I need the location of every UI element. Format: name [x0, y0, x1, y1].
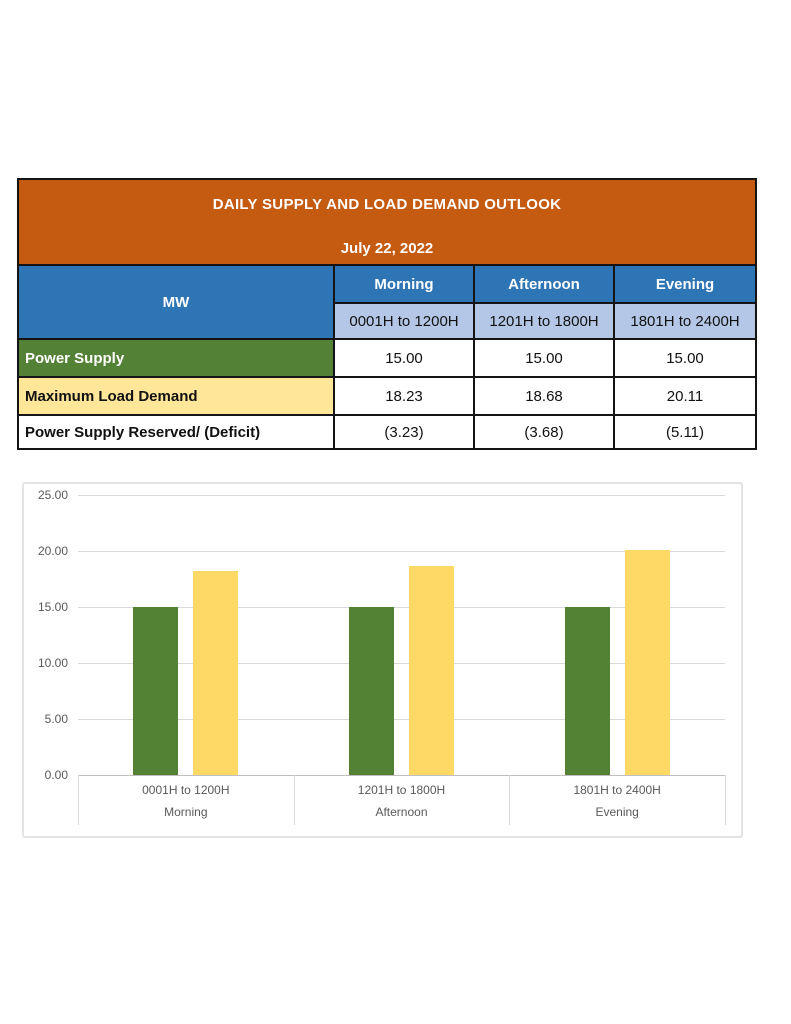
gridline — [78, 495, 725, 496]
value-cell: (5.11) — [613, 414, 757, 450]
gridline — [78, 607, 725, 608]
table-row-max-load-demand: Maximum Load Demand 18.23 18.68 20.11 — [17, 376, 757, 416]
category-time-label: 0001H to 1200H — [142, 783, 230, 797]
category-period-label: Morning — [164, 805, 208, 819]
table-row-reserve-deficit: Power Supply Reserved/ (Deficit) (3.23) … — [17, 414, 757, 450]
value-cell: (3.23) — [333, 414, 475, 450]
category-period-label: Afternoon — [375, 805, 428, 819]
gridline — [78, 719, 725, 720]
row-label-reserve-deficit: Power Supply Reserved/ (Deficit) — [17, 414, 335, 450]
y-axis-tick-label: 20.00 — [37, 544, 68, 558]
time-header-morning: 0001H to 1200H — [333, 302, 475, 340]
title-banner: DAILY SUPPLY AND LOAD DEMAND OUTLOOK Jul… — [17, 178, 757, 266]
bar-maximum-load-demand — [193, 570, 239, 775]
y-axis-tick-label: 25.00 — [37, 488, 68, 502]
category-time-label: 1201H to 1800H — [357, 783, 446, 797]
period-header-row: MW Morning Afternoon Evening — [17, 264, 757, 340]
category-separator — [293, 775, 295, 825]
bar-power-supply — [133, 607, 179, 775]
chart: 0.00 5.00 10.00 15.00 20.00 25.00 0001H to 120… — [22, 482, 743, 838]
value-cell: 15.00 — [613, 338, 757, 378]
value-cell: 15.00 — [473, 338, 615, 378]
value-cell: 18.68 — [473, 376, 615, 416]
x-axis-line — [78, 775, 725, 776]
gridline — [78, 551, 725, 552]
time-header-afternoon: 1201H to 1800H — [473, 302, 615, 340]
report-date: July 22, 2022 — [340, 240, 434, 257]
bar-power-supply — [564, 607, 610, 775]
y-axis-tick-label: 10.00 — [37, 656, 68, 670]
value-cell: 15.00 — [333, 338, 475, 378]
gridline — [78, 663, 725, 664]
period-header-evening: Evening — [613, 264, 757, 304]
bar-maximum-load-demand — [624, 549, 670, 775]
unit-header-cell: MW — [17, 264, 335, 340]
category-time-label: 1801H to 2400H — [573, 783, 661, 797]
category-separator — [78, 775, 79, 825]
category-period-label: Evening — [595, 805, 639, 819]
y-axis-tick-label: 5.00 — [44, 712, 68, 726]
row-label-max-load-demand: Maximum Load Demand — [17, 376, 335, 416]
row-label-power-supply: Power Supply — [17, 338, 335, 378]
value-cell: 18.23 — [333, 376, 475, 416]
time-header-evening: 1801H to 2400H — [613, 302, 757, 340]
report-title: DAILY SUPPLY AND LOAD DEMAND OUTLOOK — [212, 196, 562, 213]
banner-row: DAILY SUPPLY AND LOAD DEMAND OUTLOOK Jul… — [17, 178, 757, 266]
bar-maximum-load-demand — [409, 565, 454, 775]
chart-plot: 0.00 5.00 10.00 15.00 20.00 25.00 0001H to 120… — [24, 484, 741, 836]
time-header-row: 0001H to 1200H 1201H to 1800H 1801H to 2… — [18, 302, 757, 340]
period-header-morning: Morning — [333, 264, 475, 304]
y-axis-tick-label: 0.00 — [44, 768, 68, 782]
category-separator — [509, 775, 511, 825]
value-cell: (3.68) — [473, 414, 615, 450]
value-cell: 20.11 — [613, 376, 757, 416]
y-axis-tick-label: 15.00 — [37, 600, 68, 614]
table-row-power-supply: Power Supply 15.00 15.00 15.00 — [17, 338, 757, 378]
bar-power-supply — [349, 607, 394, 775]
period-header-afternoon: Afternoon — [473, 264, 615, 304]
category-separator — [725, 775, 726, 825]
outlook-table: DAILY SUPPLY AND LOAD DEMAND OUTLOOK Jul… — [17, 178, 757, 450]
